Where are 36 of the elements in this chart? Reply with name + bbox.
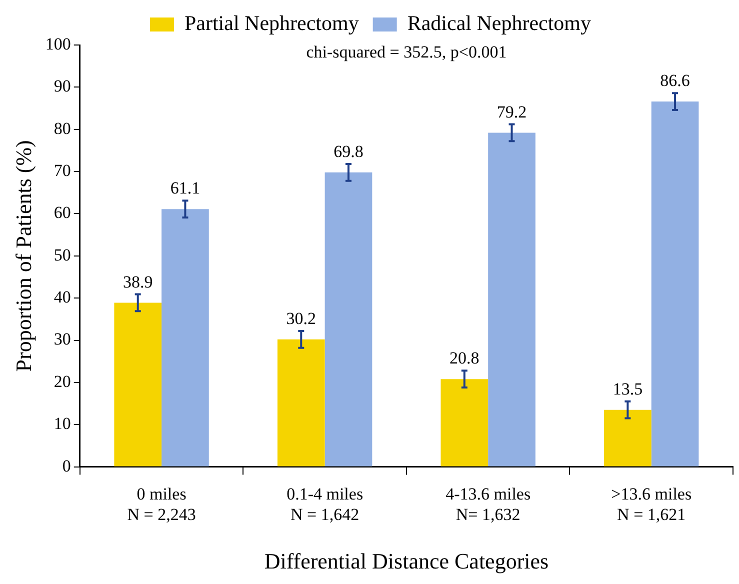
y-tick-label: 30 [54,330,71,349]
y-tick-label: 50 [54,245,71,264]
legend-label: Partial Nephrectomy [184,11,360,36]
data-label: 13.5 [612,379,643,398]
y-tick-label: 90 [54,76,71,96]
bar [488,132,536,466]
y-tick-label: 20 [54,372,71,391]
data-label: 61.1 [170,178,200,198]
y-axis-title: Proportion of Patients (%) [10,140,36,372]
bar [604,410,652,466]
data-label: 38.9 [122,272,153,292]
x-tick-label: >13.6 miles N = 1,621 [611,484,692,524]
y-tick-label: 70 [54,161,71,180]
bar [651,102,699,466]
bar [114,302,162,466]
x-tick-label: 0.1-4 miles N = 1,642 [286,484,364,524]
legend-label: Radical Nephrectomy [407,11,592,36]
x-axis-title: Differential Distance Categories [264,548,549,574]
data-label: 30.2 [286,308,316,328]
bar [440,379,488,466]
data-label: 79.2 [496,102,527,122]
bar [162,209,209,466]
y-tick-label: 40 [54,288,71,307]
y-tick-label: 60 [54,203,71,222]
y-tick-label: 0 [62,456,71,476]
data-label: 86.6 [660,71,690,90]
data-label: 20.8 [450,348,480,368]
y-tick-label: 100 [45,34,71,54]
y-tick-label: 10 [54,414,71,434]
bar [277,339,325,466]
y-tick-label: 80 [54,118,71,138]
annotation: chi-squared = 352.5, p<0.001 [306,42,507,62]
x-tick-label: 4-13.6 miles N= 1,632 [446,484,531,524]
x-tick-label: 0 miles N = 2,243 [127,484,196,524]
data-label: 69.8 [334,142,364,161]
bar [324,172,372,466]
